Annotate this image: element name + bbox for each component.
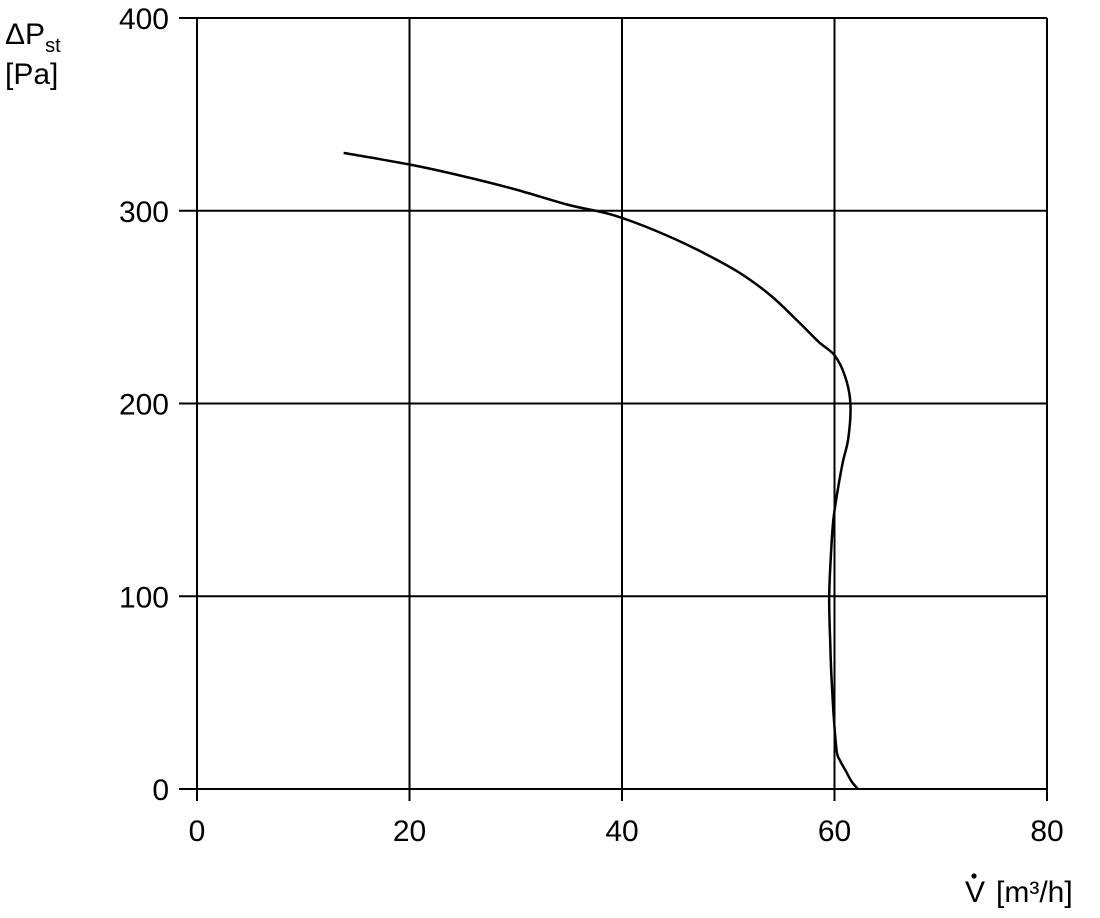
y-tick-labels: 0 100 200 300 400 [119,3,169,807]
y-tick-label: 100 [119,581,169,614]
x-tick-label: 0 [189,815,206,848]
x-axis-symbol-dot [971,873,977,879]
y-axis-unit: [Pa] [5,58,58,91]
x-tick-label: 60 [818,815,851,848]
y-tick-label: 200 [119,389,169,422]
y-tick-label: 0 [152,774,169,807]
series-line [343,151,859,790]
y-axis-subscript: st [45,35,61,57]
series [343,151,859,790]
x-tick-label: 40 [605,815,638,848]
y-axis-symbol: ΔP [5,18,45,51]
x-tick-labels: 0 20 40 60 80 [189,815,1064,848]
x-axis-unit: [m³/h] [996,876,1073,909]
y-axis-title: ΔPst [5,18,61,57]
x-tick-label: 20 [393,815,426,848]
y-tick-label: 400 [119,3,169,36]
x-tick-label: 80 [1030,815,1063,848]
grid [179,17,1048,801]
y-tick-label: 300 [119,196,169,229]
x-axis-symbol: V [965,876,985,909]
